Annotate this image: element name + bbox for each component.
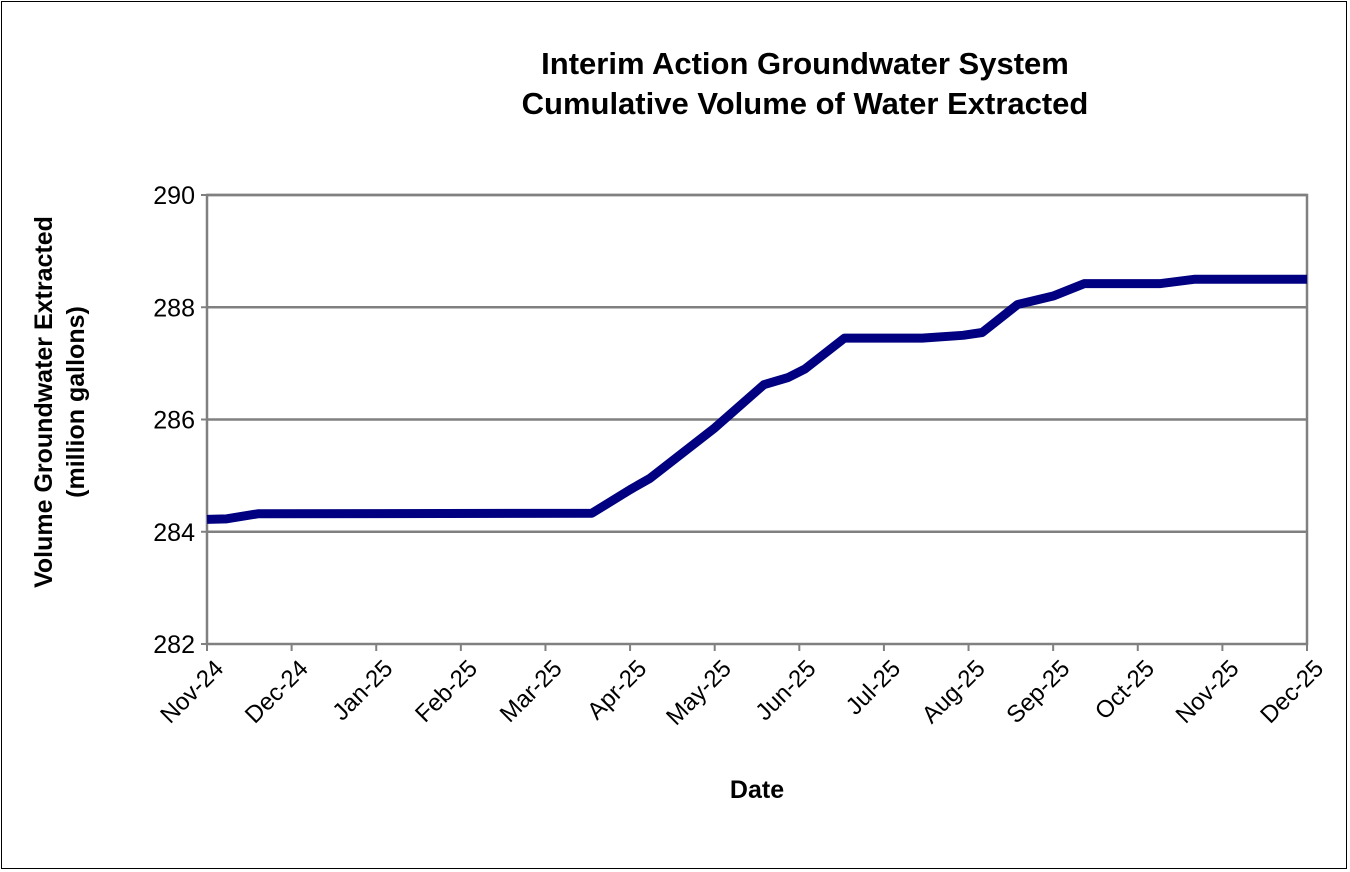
x-tick-label: Aug-25 [917, 655, 991, 729]
y-tick-label: 288 [153, 294, 195, 322]
x-axis-label: Date [729, 776, 785, 804]
plot-area [205, 193, 1309, 646]
x-tick-label: May-25 [661, 655, 737, 731]
x-tick-label: Nov-24 [155, 655, 229, 729]
y-tick-label: 286 [153, 407, 195, 435]
x-tick-label: Jan-25 [327, 655, 398, 726]
x-tick-label: Nov-25 [1171, 655, 1245, 729]
x-tick-label: Feb-25 [410, 655, 483, 728]
x-tick-label: Apr-25 [582, 655, 652, 725]
chart-title-line1: Interim Action Groundwater System [541, 46, 1069, 81]
y-tick-label: 282 [153, 631, 195, 659]
y-tick-label: 284 [153, 519, 195, 547]
series-line [206, 274, 1307, 524]
x-tick-label: Jun-25 [750, 655, 821, 726]
x-tick-label: Dec-24 [240, 655, 314, 729]
x-tick-label: Sep-25 [1001, 655, 1075, 729]
chart-title-line2: Cumulative Volume of Water Extracted [521, 86, 1089, 121]
x-tick-label: Jul-25 [841, 655, 906, 720]
x-tick-label: Oct-25 [1090, 655, 1160, 725]
x-tick-label: Dec-25 [1255, 655, 1329, 729]
y-tick-label: 290 [153, 182, 195, 210]
x-tick-label: Mar-25 [495, 655, 568, 728]
